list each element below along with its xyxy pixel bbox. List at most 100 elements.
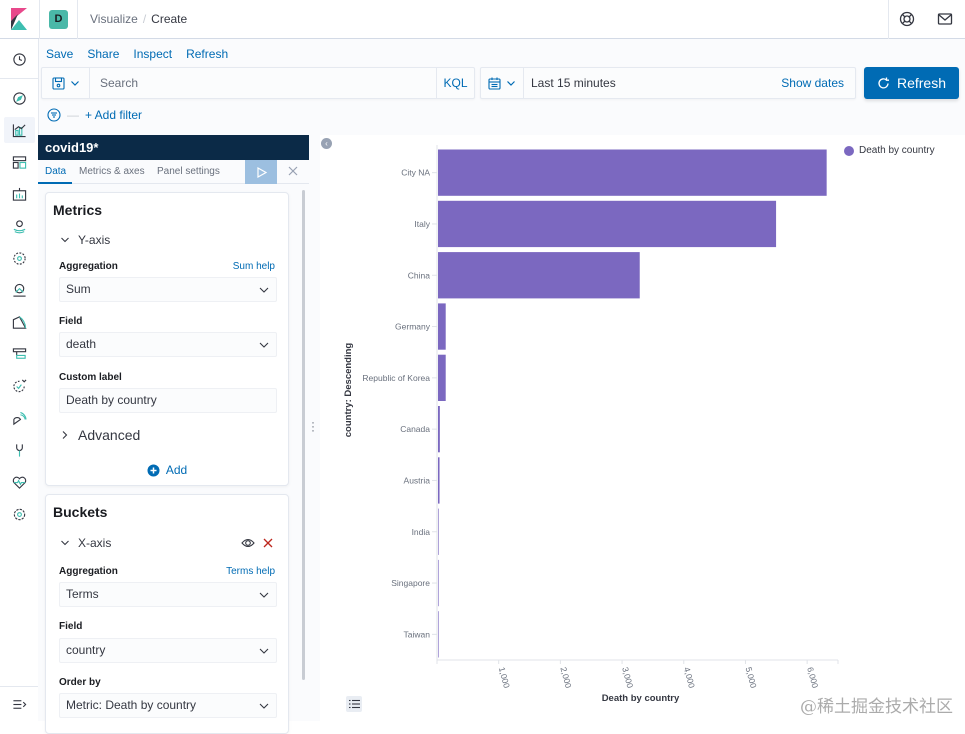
show-dates-link[interactable]: Show dates [781,76,844,90]
custom-label-input[interactable]: Death by country [59,388,277,413]
discover-compass-icon[interactable] [11,90,28,107]
saved-query-button[interactable] [42,68,90,98]
canvas-icon[interactable] [11,186,28,203]
x-axis-accordion-toggle[interactable]: X-axis [60,536,111,550]
bar[interactable] [438,303,446,350]
apply-changes-button[interactable] [245,160,277,184]
bucket-aggregation-select[interactable]: Terms [59,582,277,607]
advanced-toggle[interactable]: Advanced [60,427,140,443]
inspect-link[interactable]: Inspect [133,47,173,61]
breadcrumb-create: Create [151,12,188,26]
chevron-down-icon [70,81,79,86]
bucket-field-select[interactable]: country [59,638,277,663]
remove-x-axis-icon[interactable] [263,538,273,548]
siem-icon[interactable] [11,410,28,427]
bar[interactable] [438,200,777,248]
order-by-select[interactable]: Metric: Death by country [59,693,277,718]
newsfeed-mail-icon[interactable] [937,11,953,27]
help-icon[interactable] [899,11,915,27]
filter-options-icon[interactable] [47,108,61,122]
quick-select-button[interactable] [481,68,524,98]
dashboard-icon[interactable] [11,154,28,171]
logs-icon[interactable] [11,314,28,331]
bar[interactable] [438,354,446,401]
chevron-down-icon [259,287,269,293]
bar[interactable] [438,611,439,658]
refresh-button[interactable]: Refresh [864,67,959,99]
legend-label: Death by country [859,145,935,156]
management-gear-icon[interactable] [11,506,28,523]
chevron-down-icon [259,342,269,348]
date-picker: Last 15 minutes Show dates [480,67,856,99]
bar[interactable] [438,149,827,196]
metrics-title: Metrics [53,202,103,218]
space-avatar[interactable]: D [49,10,68,29]
side-navigation [0,39,39,721]
aggregation-select[interactable]: Sum [59,277,277,302]
bar[interactable] [438,559,439,607]
close-icon [288,166,298,176]
kibana-logo-icon[interactable] [9,8,29,30]
y-tick-label: India [412,527,431,537]
infrastructure-icon[interactable] [11,282,28,299]
tab-data[interactable]: Data [38,160,73,184]
bar[interactable] [438,406,440,453]
sum-help-link[interactable]: Sum help [232,261,275,272]
y-axis-accordion-toggle[interactable]: Y-axis [60,233,110,247]
terms-help-link[interactable]: Terms help [226,566,275,577]
bar[interactable] [438,508,439,555]
chevron-right-icon [62,431,68,439]
y-tick-label: Republic of Korea [362,373,430,383]
y-tick-label: Germany [395,322,431,332]
legend-item[interactable]: Death by country [844,145,935,156]
refresh-button-label: Refresh [896,75,947,91]
add-filter-button[interactable]: + Add filter [85,108,143,122]
y-tick-label: China [408,270,430,280]
advanced-label: Advanced [78,427,141,443]
add-metric-button[interactable]: Add [46,463,288,477]
tab-metrics-axes[interactable]: Metrics & axes [79,166,145,177]
visualize-chart-icon[interactable] [11,122,28,139]
field-select[interactable]: death [59,332,277,357]
refresh-icon [878,77,889,88]
custom-label-label: Custom label [59,372,122,383]
x-axis-title: Death by country [602,693,680,704]
tab-panel-settings[interactable]: Panel settings [157,166,220,177]
time-range-value[interactable]: Last 15 minutes [531,76,616,90]
top-nav-menu: Save Share Inspect Refresh [46,47,242,61]
uptime-icon[interactable] [11,378,28,395]
query-language-button[interactable]: KQL [436,68,474,98]
x-tick-label: 4,000 [682,666,697,689]
maps-icon[interactable] [11,218,28,235]
search-input[interactable] [90,68,438,98]
recently-viewed-icon[interactable] [11,51,28,68]
bar[interactable] [438,252,640,299]
editor-scrollbar[interactable] [302,190,305,680]
bar[interactable] [438,457,440,504]
monitoring-heartbeat-icon[interactable] [11,474,28,491]
discard-changes-button[interactable] [286,160,300,184]
bar-chart: City NA Italy China Germany Republic of Kore… [343,145,839,704]
collapse-sidebar-button[interactable]: ‹ [321,138,332,149]
toggle-legend-button[interactable] [346,696,362,712]
machine-learning-icon[interactable] [11,250,28,267]
apm-icon[interactable] [11,346,28,363]
x-tick-label: 2,000 [558,666,573,689]
y-tick-label: Italy [414,219,430,229]
x-tick-label: 6,000 [805,666,820,689]
add-label: Add [165,463,188,477]
save-link[interactable]: Save [46,47,74,61]
panel-resize-handle[interactable]: · · · [311,415,315,437]
breadcrumb-visualize[interactable]: Visualize [90,12,138,26]
custom-label-value: Death by country [66,393,157,407]
editor-tabs: Data Metrics & axes Panel settings [38,160,309,184]
share-link[interactable]: Share [87,47,120,61]
y-tick-label: Taiwan [404,629,431,639]
metrics-card: Metrics Y-axis Aggregation Sum help Sum … [45,192,289,486]
toggle-visibility-eye-icon[interactable] [241,537,255,549]
dev-tools-wrench-icon[interactable] [11,442,28,459]
y-tick-label: City NA [401,168,430,178]
dock-navigation-icon[interactable] [11,696,28,713]
refresh-link[interactable]: Refresh [186,47,229,61]
watermark: @稀土掘金技术社区 [800,697,953,717]
